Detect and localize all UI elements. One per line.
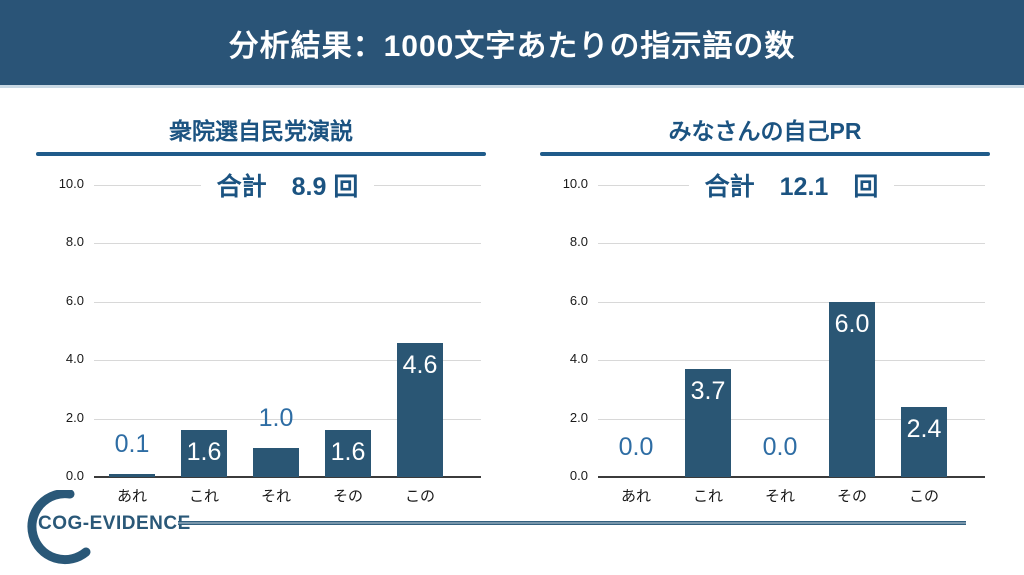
bar-value-label: 6.0 bbox=[834, 309, 870, 338]
x-axis-category-label: この bbox=[404, 488, 435, 505]
slide-header: 分析結果：1000文字あたりの指示語の数 bbox=[0, 0, 1024, 88]
bar-value-label: 1.0 bbox=[258, 403, 294, 432]
chart-title: 衆院選自民党演説 bbox=[169, 118, 353, 144]
bar-value-label: 0.1 bbox=[114, 430, 150, 459]
bar-この bbox=[397, 342, 443, 477]
gridline bbox=[598, 418, 985, 420]
bar-その bbox=[829, 301, 875, 477]
slide-title: 分析結果：1000文字あたりの指示語の数 bbox=[228, 29, 796, 63]
y-axis-tick-label: 4.0 bbox=[569, 351, 588, 367]
y-axis-tick-label: 6.0 bbox=[569, 292, 588, 308]
bar-これ bbox=[181, 430, 227, 477]
logo-text: COG-EVIDENCE bbox=[38, 513, 191, 534]
y-axis-tick-label: 8.0 bbox=[65, 234, 84, 250]
gridline bbox=[598, 243, 985, 245]
bar-value-label: 0.0 bbox=[618, 433, 654, 461]
bar-あれ bbox=[109, 474, 155, 477]
gridline bbox=[598, 360, 985, 362]
y-axis-tick-label: 0.0 bbox=[65, 468, 84, 483]
x-axis-category-label: あれ bbox=[116, 488, 147, 505]
bar-value-label: 1.6 bbox=[186, 438, 222, 467]
x-axis-category-label: それ bbox=[260, 488, 291, 505]
gridline bbox=[94, 301, 481, 303]
bar-chart: 0.0 2.0 4.0 6.0 8.0 10.0 0.0 あれ 3.7 これ 0.0 それ 6.0 その 2… bbox=[540, 100, 990, 520]
x-axis-category-label: その bbox=[332, 488, 363, 505]
y-axis-tick-label: 0.0 bbox=[569, 468, 588, 483]
x-axis-category-label: あれ bbox=[620, 488, 651, 505]
bar-value-label: 1.6 bbox=[330, 438, 366, 467]
chart-title: みなさんの自己PR bbox=[668, 118, 862, 144]
bar-value-label: 2.4 bbox=[906, 414, 942, 443]
bar-これ bbox=[685, 368, 731, 477]
chart-panel-self-pr: みなさんの自己PR 0.0 2.0 4.0 6.0 8.0 10.0 0.0 あれ 3.7 これ 0… bbox=[540, 100, 990, 520]
x-axis-category-label: それ bbox=[764, 488, 795, 505]
bar-その bbox=[325, 430, 371, 477]
chart-panel-ldp-speech: 衆院選自民党演説 0.0 2.0 4.0 6.0 8.0 10.0 0.1 あれ 1.6 これ 1.… bbox=[36, 100, 486, 520]
bar-value-label: 3.7 bbox=[690, 376, 726, 405]
bar-chart: 0.0 2.0 4.0 6.0 8.0 10.0 0.1 あれ 1.6 これ 1.0 それ 1.6 その 4… bbox=[36, 100, 486, 520]
logo-crescent-icon bbox=[27, 489, 91, 565]
gridline bbox=[94, 360, 481, 362]
y-axis-tick-label: 2.0 bbox=[569, 409, 588, 425]
total-annotation: 合計 12.1 回 bbox=[598, 165, 985, 205]
bar-それ bbox=[253, 447, 299, 477]
x-axis-line bbox=[598, 476, 985, 478]
bar-value-label: 4.6 bbox=[402, 350, 438, 379]
total-annotation: 合計 8.9 回 bbox=[94, 165, 481, 205]
gridline bbox=[94, 243, 481, 245]
logo: COG-EVIDENCE bbox=[12, 489, 192, 568]
y-axis-tick-label: 6.0 bbox=[65, 292, 84, 308]
x-axis-category-label: これ bbox=[188, 488, 219, 505]
bar-この bbox=[901, 406, 947, 477]
y-axis-tick-label: 10.0 bbox=[562, 176, 588, 191]
y-axis-tick-label: 4.0 bbox=[65, 351, 84, 367]
x-axis-category-label: その bbox=[836, 488, 867, 505]
total-label: 合計 12.1 回 bbox=[688, 165, 895, 205]
y-axis-tick-label: 8.0 bbox=[569, 234, 588, 250]
footer-divider bbox=[178, 521, 966, 525]
bar-value-label: 0.0 bbox=[762, 433, 798, 461]
x-axis-line bbox=[94, 476, 481, 478]
y-axis-tick-label: 10.0 bbox=[58, 176, 84, 191]
x-axis-category-label: これ bbox=[692, 488, 723, 505]
gridline bbox=[94, 418, 481, 420]
y-axis-tick-label: 2.0 bbox=[65, 409, 84, 425]
total-label: 合計 8.9 回 bbox=[200, 165, 375, 205]
gridline bbox=[598, 301, 985, 303]
chart-title-underline bbox=[36, 152, 486, 156]
chart-title-underline bbox=[540, 152, 990, 156]
x-axis-category-label: この bbox=[908, 488, 939, 505]
